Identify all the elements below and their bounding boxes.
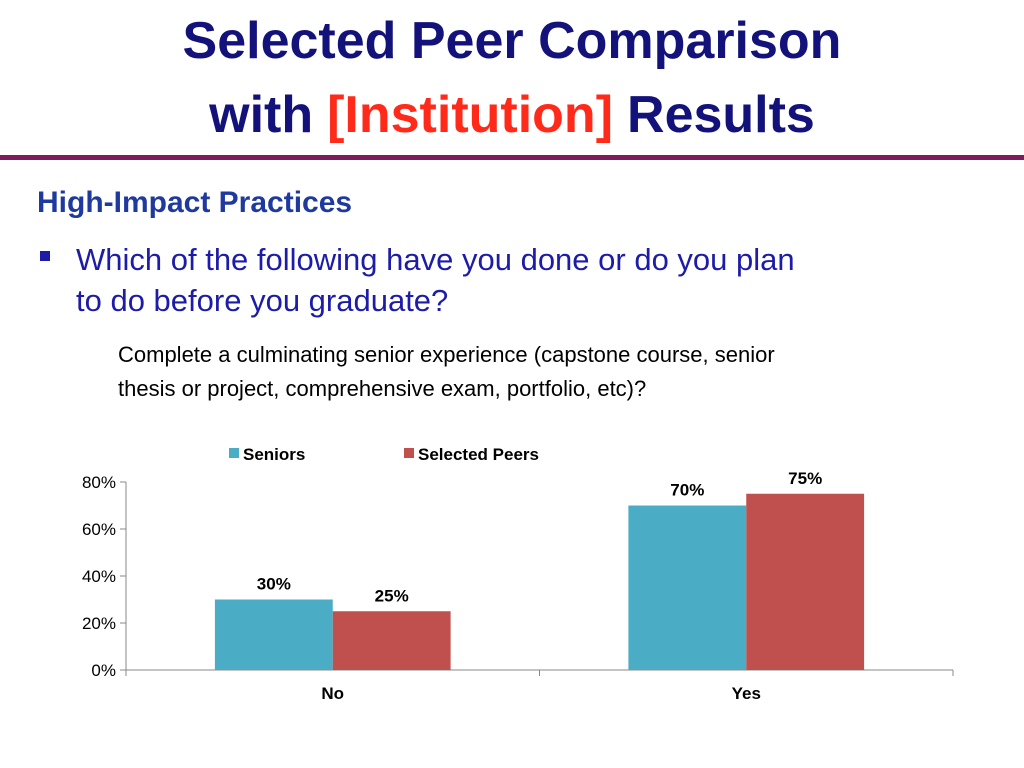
- x-tick-label: No: [321, 684, 344, 703]
- sub-question-line: thesis or project, comprehensive exam, p…: [118, 376, 646, 401]
- bar: [214, 599, 333, 670]
- value-label: 25%: [375, 586, 409, 605]
- bar: [628, 505, 747, 670]
- y-tick-label: 80%: [82, 473, 116, 492]
- section-heading: High-Impact Practices: [37, 186, 352, 219]
- question-line: to do before you graduate?: [76, 283, 448, 318]
- bar: [746, 493, 865, 670]
- title-end: Results: [627, 86, 815, 144]
- y-tick-label: 0%: [91, 661, 116, 680]
- title-line1: Selected Peer Comparison: [183, 12, 842, 70]
- title-highlight: [Institution]: [327, 86, 613, 144]
- legend-label: Selected Peers: [418, 445, 539, 464]
- sub-question-line: Complete a culminating senior experience…: [118, 342, 775, 367]
- legend-label: Seniors: [243, 445, 305, 464]
- y-tick-label: 40%: [82, 567, 116, 586]
- chart: 0% 20% 40% 60% 80% No 30% 25% Yes 70% 75% Seniors Se…: [82, 445, 954, 703]
- value-label: 30%: [257, 575, 291, 594]
- value-label: 70%: [670, 481, 704, 500]
- x-tick-label: Yes: [732, 684, 761, 703]
- title-with: with: [208, 86, 313, 144]
- title-line2: with [Institution] Results: [208, 86, 815, 144]
- title-rule: [0, 155, 1024, 160]
- value-label: 75%: [788, 469, 822, 488]
- bullet: [40, 251, 50, 261]
- y-tick-label: 20%: [82, 614, 116, 633]
- bar: [332, 611, 451, 670]
- legend-swatch: [229, 448, 239, 458]
- legend-swatch: [404, 448, 414, 458]
- y-tick-label: 60%: [82, 520, 116, 539]
- question-line: Which of the following have you done or …: [76, 242, 795, 277]
